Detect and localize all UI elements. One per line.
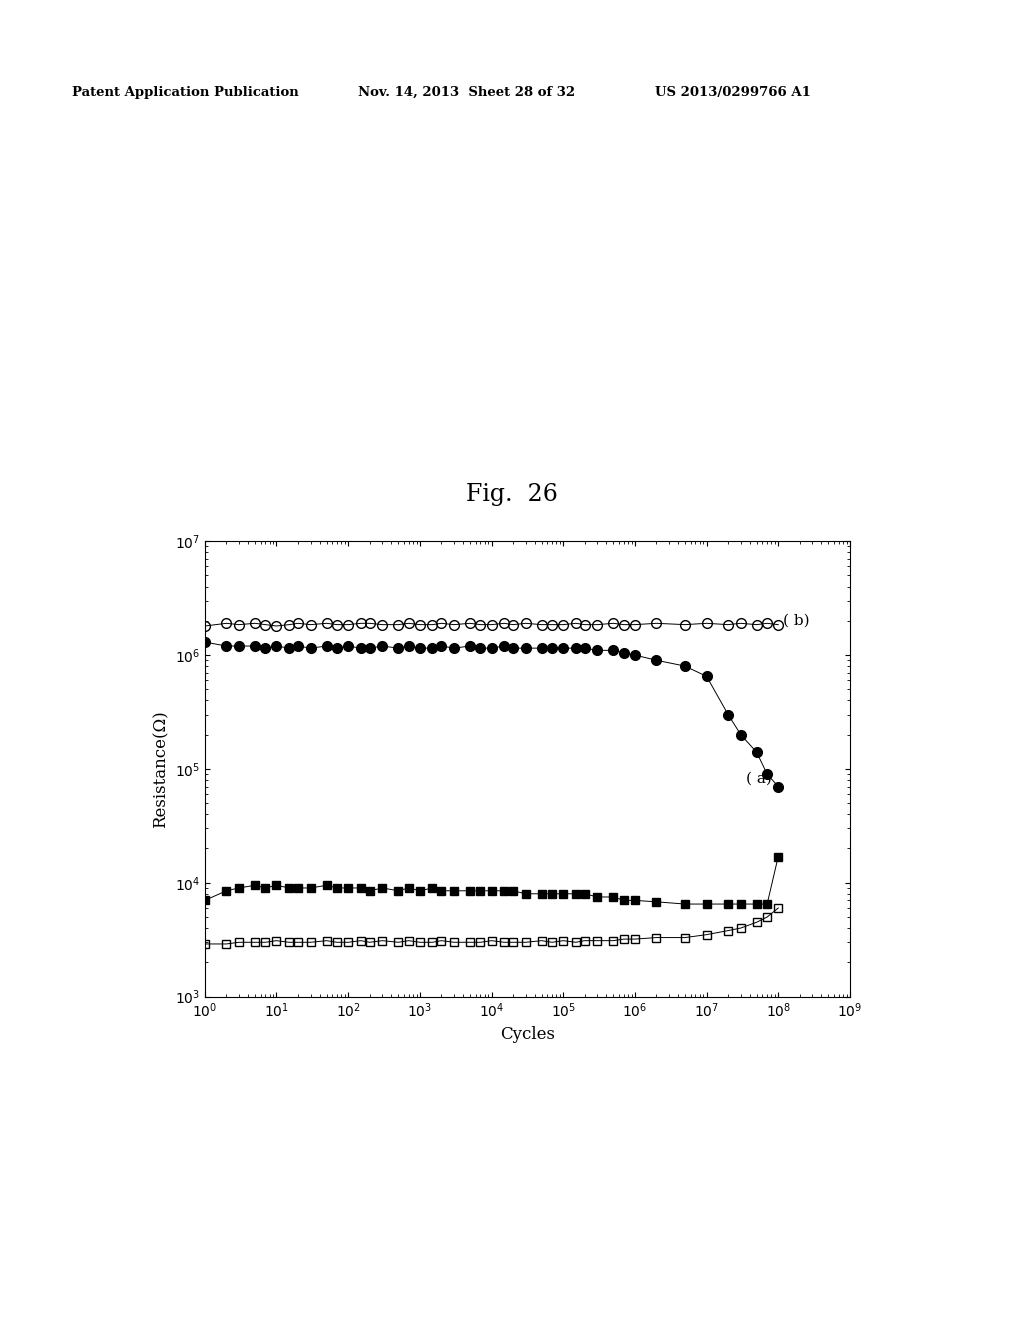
Text: ( a): ( a) xyxy=(745,772,771,787)
Text: Fig.  26: Fig. 26 xyxy=(466,483,558,507)
Text: US 2013/0299766 A1: US 2013/0299766 A1 xyxy=(655,86,811,99)
Text: Nov. 14, 2013  Sheet 28 of 32: Nov. 14, 2013 Sheet 28 of 32 xyxy=(358,86,575,99)
Y-axis label: Resistance(Ω): Resistance(Ω) xyxy=(152,710,169,828)
X-axis label: Cycles: Cycles xyxy=(500,1026,555,1043)
Text: ( b): ( b) xyxy=(782,614,809,627)
Text: Patent Application Publication: Patent Application Publication xyxy=(72,86,298,99)
